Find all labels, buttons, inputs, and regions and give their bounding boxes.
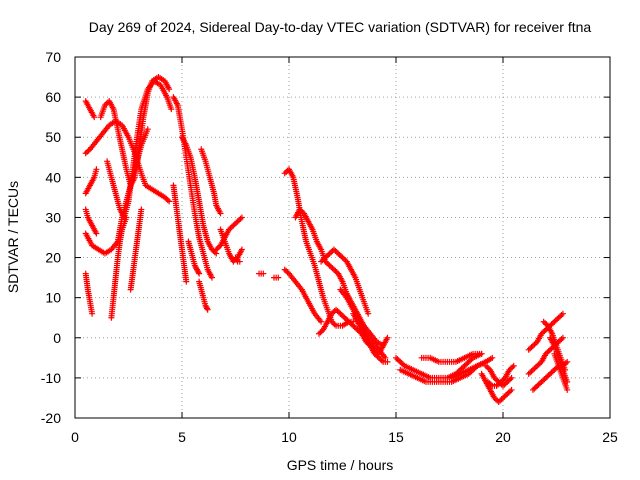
series-track-af — [448, 354, 496, 381]
data-point — [384, 334, 391, 341]
axes: 0 5 10 15 20 25 -20 -10 0 10 20 30 40 50 60 70 — [41, 49, 618, 445]
data-point — [238, 246, 245, 253]
plot-frame — [74, 56, 611, 419]
series-track-d — [82, 166, 100, 197]
data-point — [559, 310, 566, 317]
data-point — [508, 374, 515, 381]
chart-title: Day 269 of 2024, Sidereal Day-to-day VTE… — [89, 19, 592, 35]
x-tick-label: 0 — [71, 429, 79, 445]
data-point — [204, 306, 211, 313]
data-point — [93, 230, 100, 237]
y-tick-label: 50 — [45, 129, 61, 145]
data-point — [93, 166, 100, 173]
data-point — [489, 354, 496, 361]
x-tick-label: 20 — [495, 429, 511, 445]
series-track-ao — [551, 350, 571, 393]
data-point — [508, 386, 515, 393]
y-tick-label: 30 — [45, 209, 61, 225]
series-track-y — [281, 266, 325, 325]
data-point — [233, 257, 240, 264]
data-points — [82, 74, 571, 405]
x-tick-label: 25 — [602, 429, 618, 445]
series-track-h — [104, 78, 175, 221]
series-track-v — [281, 166, 357, 329]
y-tick-label: 40 — [45, 169, 61, 185]
series-track-e — [82, 270, 96, 317]
data-point — [384, 358, 391, 365]
series-track-ae — [418, 350, 485, 365]
data-point — [236, 258, 243, 265]
x-tick-label: 10 — [281, 429, 297, 445]
x-tick-label: 5 — [178, 429, 186, 445]
series-track-ag — [478, 370, 515, 405]
series-track-k — [170, 94, 215, 281]
series-track-l — [170, 182, 190, 285]
series-track-t — [256, 270, 267, 277]
y-tick-label: 0 — [53, 330, 61, 346]
y-tick-label: -20 — [41, 410, 61, 426]
data-point — [91, 114, 98, 121]
y-tick-label: 70 — [45, 49, 61, 65]
series-track-f — [82, 98, 98, 121]
series-track-m — [179, 134, 220, 257]
data-point — [217, 210, 224, 217]
y-tick-label: 10 — [45, 290, 61, 306]
series-track-ab — [350, 310, 391, 357]
data-point — [365, 310, 372, 317]
data-point — [318, 318, 325, 325]
data-point — [144, 126, 151, 133]
data-point — [195, 269, 202, 276]
series-track-s — [232, 254, 243, 265]
data-point — [183, 278, 190, 285]
series-track-n — [185, 238, 203, 277]
data-point — [196, 270, 203, 277]
series-track-p — [198, 146, 224, 217]
y-tick-label: 20 — [45, 250, 61, 266]
series-track-c — [82, 206, 100, 237]
data-point — [510, 362, 517, 369]
data-point — [166, 198, 173, 205]
y-axis-label: SDTVAR / TECUs — [5, 181, 21, 293]
data-point — [238, 214, 245, 221]
data-point — [138, 206, 145, 213]
y-tick-label: 60 — [45, 89, 61, 105]
series-track-x — [318, 246, 372, 317]
data-point — [275, 274, 282, 281]
series-track-o — [196, 278, 211, 313]
x-tick-label: 15 — [388, 429, 404, 445]
data-point — [382, 354, 389, 361]
data-point — [168, 106, 175, 113]
series-track-u — [271, 274, 282, 281]
data-point — [478, 350, 485, 357]
data-point — [208, 274, 215, 281]
series-track-i — [108, 214, 130, 321]
series-track-j — [127, 206, 145, 293]
data-point — [166, 86, 173, 93]
data-point — [203, 305, 210, 312]
data-point — [559, 334, 566, 341]
data-point — [89, 310, 96, 317]
data-point — [564, 386, 571, 393]
data-point — [123, 214, 130, 221]
y-tick-label: -10 — [41, 370, 61, 386]
x-axis-label: GPS time / hours — [287, 457, 394, 473]
data-point — [260, 270, 267, 277]
series-track-ai — [485, 362, 517, 389]
